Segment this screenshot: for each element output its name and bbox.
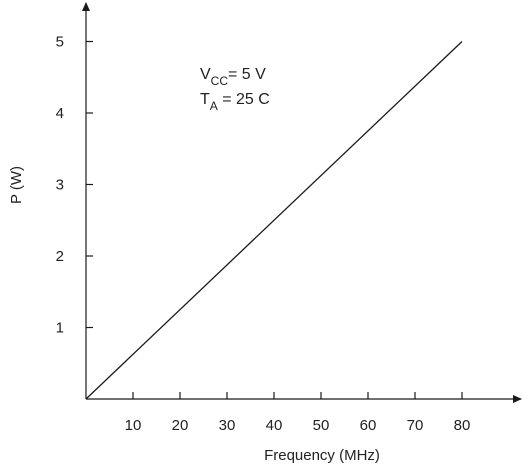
x-axis-ticks: 10 20 30 40 50 60 70 80 — [125, 392, 471, 434]
vcc-symbol: V — [200, 66, 211, 83]
x-tick-label: 80 — [454, 417, 471, 434]
x-tick-label: 50 — [313, 417, 330, 434]
x-tick-label: 30 — [219, 417, 236, 434]
x-axis-label: Frequency (MHz) — [264, 447, 380, 464]
y-tick-label: 1 — [56, 320, 64, 337]
x-tick-label: 40 — [266, 417, 283, 434]
ta-annotation: TA = 25 C — [200, 91, 270, 113]
vcc-subscript: CC — [211, 74, 229, 88]
x-tick-label: 70 — [407, 417, 424, 434]
y-tick-label: 2 — [56, 248, 64, 265]
ta-subscript: A — [210, 99, 218, 113]
y-axis-label: P (W) — [8, 166, 25, 204]
y-tick-label: 3 — [56, 177, 64, 194]
y-tick-label: 5 — [56, 34, 64, 51]
x-tick-label: 60 — [360, 417, 377, 434]
series-group — [85, 41, 463, 400]
y-tick-label: 4 — [56, 105, 64, 122]
x-tick-label: 20 — [172, 417, 189, 434]
vcc-value: = 5 V — [228, 66, 266, 83]
series-line — [85, 41, 463, 400]
ta-symbol: T — [200, 91, 210, 108]
x-tick-label: 10 — [125, 417, 142, 434]
ta-value: = 25 C — [218, 91, 270, 108]
y-axis-ticks: 1 2 3 4 5 — [56, 34, 93, 337]
vcc-annotation: VCC= 5 V — [200, 66, 266, 88]
